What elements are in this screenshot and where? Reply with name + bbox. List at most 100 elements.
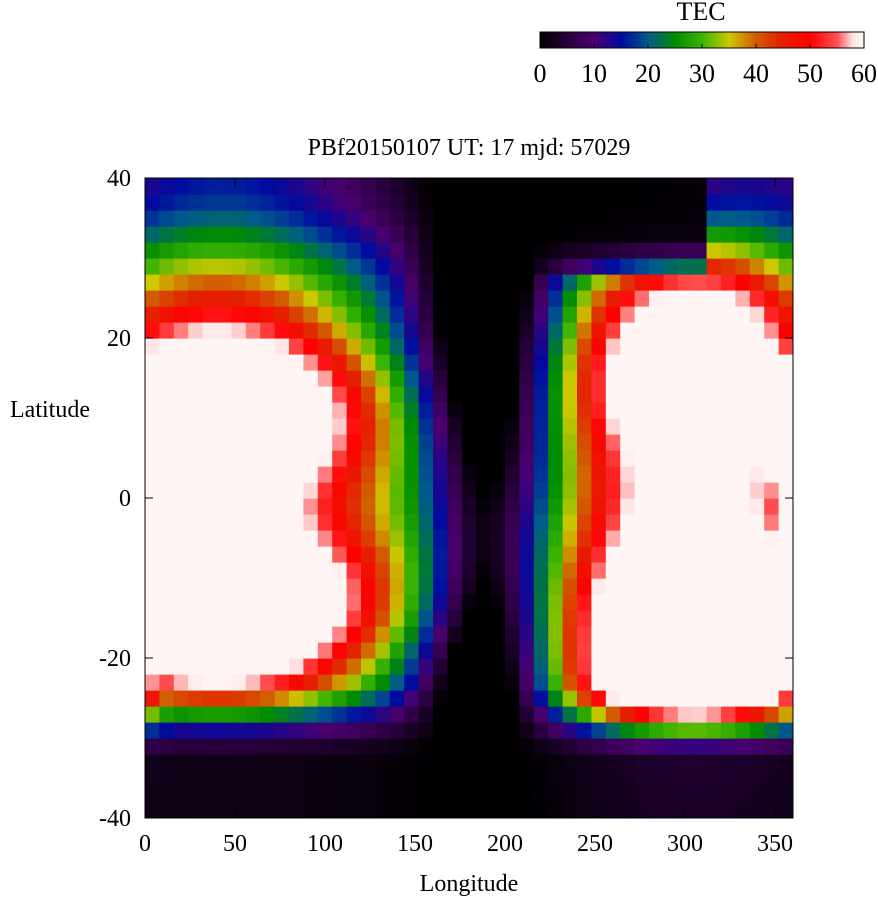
heatmap-cell — [447, 722, 463, 739]
heatmap-cell — [332, 530, 348, 547]
heatmap-cell — [447, 802, 463, 818]
heatmap-cell — [447, 658, 463, 675]
heatmap-cell — [418, 306, 434, 323]
heatmap-cell — [461, 514, 477, 531]
heatmap-cell — [145, 210, 160, 227]
heatmap-cell — [735, 738, 751, 755]
heatmap-cell — [764, 338, 780, 355]
heatmap-cell — [519, 322, 535, 339]
heatmap-cell — [289, 194, 304, 211]
heatmap-cell — [649, 530, 664, 547]
heatmap-cell — [346, 562, 362, 579]
heatmap-cell — [634, 722, 650, 739]
heatmap-cell — [778, 562, 793, 579]
heatmap-cell — [721, 674, 736, 691]
heatmap-cell — [476, 674, 492, 691]
heatmap-cell — [289, 290, 304, 307]
heatmap-cell — [260, 370, 276, 387]
heatmap-cell — [245, 610, 261, 627]
heatmap-cell — [346, 754, 362, 771]
heatmap-cell — [591, 226, 607, 243]
heatmap-cell — [145, 786, 160, 803]
heatmap-cell — [649, 306, 664, 323]
heatmap-cell — [404, 546, 420, 563]
heatmap-cell — [663, 466, 679, 483]
heatmap-cell — [749, 322, 765, 339]
heatmap-cell — [202, 610, 218, 627]
heatmap-cell — [346, 690, 362, 707]
heatmap-cell — [461, 530, 477, 547]
heatmap-cell — [692, 754, 708, 771]
heatmap-cell — [433, 546, 448, 563]
heatmap-cell — [778, 306, 793, 323]
heatmap-cell — [433, 562, 448, 579]
heatmap-cell — [649, 418, 664, 435]
heatmap-cell — [433, 354, 448, 371]
heatmap-cell — [620, 450, 636, 467]
heatmap-cell — [505, 722, 520, 739]
heatmap-cell — [145, 306, 160, 323]
heatmap-cell — [677, 482, 693, 499]
heatmap-cell — [289, 514, 304, 531]
heatmap-cell — [778, 274, 793, 291]
heatmap-cell — [764, 258, 780, 275]
heatmap-cell — [692, 194, 708, 211]
heatmap-cell — [562, 274, 578, 291]
heatmap-cell — [433, 450, 448, 467]
heatmap-cell — [389, 754, 405, 771]
heatmap-cell — [749, 770, 765, 787]
heatmap-cell — [519, 610, 535, 627]
heatmap-cell — [706, 738, 722, 755]
heatmap-cell — [145, 802, 160, 818]
heatmap-cell — [260, 690, 276, 707]
heatmap-cell — [620, 386, 636, 403]
heatmap-cell — [634, 802, 650, 818]
heatmap-cell — [447, 786, 463, 803]
heatmap-cell — [548, 194, 564, 211]
heatmap-cell — [461, 706, 477, 723]
heatmap-cell — [389, 386, 405, 403]
heatmap-cell — [735, 322, 751, 339]
heatmap-cell — [231, 642, 247, 659]
heatmap-cell — [289, 626, 304, 643]
heatmap-cell — [418, 226, 434, 243]
heatmap-cell — [231, 658, 247, 675]
heatmap-cell — [634, 402, 650, 419]
heatmap-cell — [404, 594, 420, 611]
heatmap-cell — [692, 306, 708, 323]
heatmap-cell — [260, 322, 276, 339]
heatmap-cell — [260, 610, 276, 627]
heatmap-cell — [418, 386, 434, 403]
heatmap-cell — [778, 770, 793, 787]
heatmap-cell — [375, 258, 391, 275]
heatmap-cell — [591, 418, 607, 435]
heatmap-cell — [591, 786, 607, 803]
heatmap-cell — [404, 338, 420, 355]
heatmap-cell — [217, 498, 232, 515]
heatmap-cell — [317, 178, 333, 195]
heatmap-cell — [361, 738, 376, 755]
heatmap-cell — [447, 450, 463, 467]
heatmap-cell — [289, 562, 304, 579]
heatmap-cell — [548, 738, 564, 755]
heatmap-cell — [173, 786, 189, 803]
heatmap-cell — [188, 386, 204, 403]
heatmap-cell — [274, 594, 290, 611]
heatmap-cell — [303, 210, 319, 227]
heatmap-cell — [519, 578, 535, 595]
heatmap-cell — [433, 754, 448, 771]
heatmap-cell — [245, 546, 261, 563]
heatmap-cell — [735, 578, 751, 595]
heatmap-cell — [260, 290, 276, 307]
heatmap-cell — [548, 322, 564, 339]
heatmap-cell — [274, 546, 290, 563]
heatmap-cell — [764, 770, 780, 787]
heatmap-cell — [476, 258, 492, 275]
heatmap-cell — [764, 210, 780, 227]
heatmap-cell — [649, 386, 664, 403]
heatmap-cell — [361, 290, 376, 307]
heatmap-cell — [375, 306, 391, 323]
heatmap-cell — [490, 338, 506, 355]
heatmap-cell — [620, 642, 636, 659]
